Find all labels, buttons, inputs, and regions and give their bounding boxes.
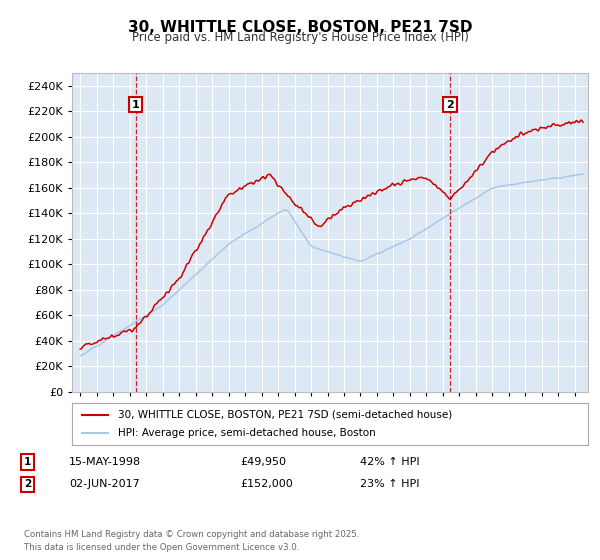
Text: 02-JUN-2017: 02-JUN-2017 — [69, 479, 140, 489]
Text: 23% ↑ HPI: 23% ↑ HPI — [360, 479, 419, 489]
Text: HPI: Average price, semi-detached house, Boston: HPI: Average price, semi-detached house,… — [118, 428, 376, 438]
Text: 15-MAY-1998: 15-MAY-1998 — [69, 457, 141, 467]
Text: Contains HM Land Registry data © Crown copyright and database right 2025.
This d: Contains HM Land Registry data © Crown c… — [24, 530, 359, 552]
Text: £152,000: £152,000 — [240, 479, 293, 489]
Text: Price paid vs. HM Land Registry's House Price Index (HPI): Price paid vs. HM Land Registry's House … — [131, 31, 469, 44]
Text: 1: 1 — [132, 100, 140, 110]
Text: 2: 2 — [446, 100, 454, 110]
Text: 30, WHITTLE CLOSE, BOSTON, PE21 7SD: 30, WHITTLE CLOSE, BOSTON, PE21 7SD — [128, 20, 472, 35]
Text: 2: 2 — [24, 479, 31, 489]
Text: 42% ↑ HPI: 42% ↑ HPI — [360, 457, 419, 467]
Text: 1: 1 — [24, 457, 31, 467]
Text: 30, WHITTLE CLOSE, BOSTON, PE21 7SD (semi-detached house): 30, WHITTLE CLOSE, BOSTON, PE21 7SD (sem… — [118, 410, 452, 420]
Text: £49,950: £49,950 — [240, 457, 286, 467]
